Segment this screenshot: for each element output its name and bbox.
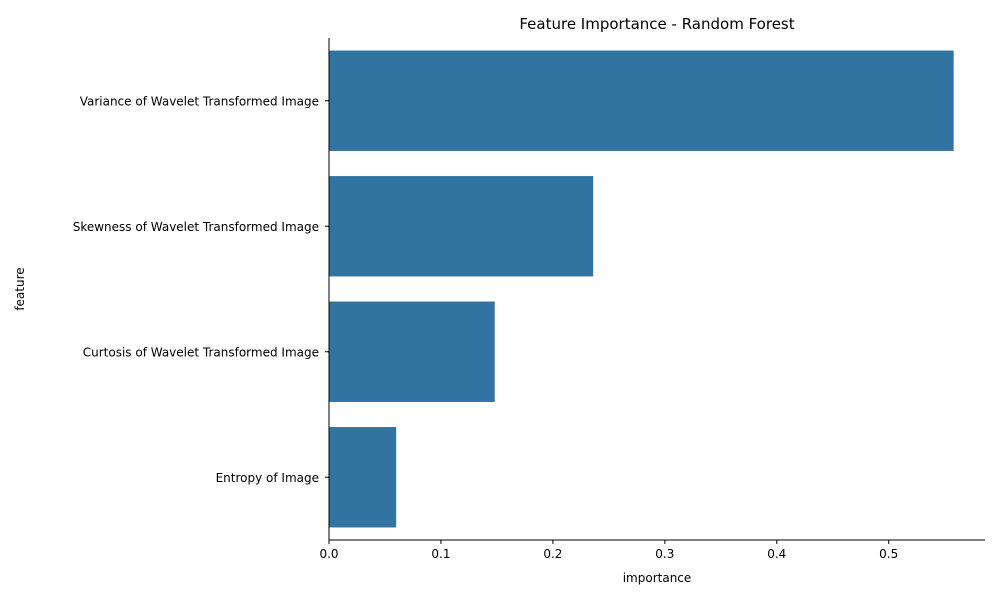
bar-0 [329, 50, 954, 151]
y-ticks-group: Variance of Wavelet Transformed Image Ske… [73, 94, 329, 485]
chart-title: Feature Importance - Random Forest [519, 15, 794, 33]
x-tick-label-2: 0.2 [543, 547, 562, 561]
x-tick-label-4: 0.4 [767, 547, 786, 561]
x-tick-label-5: 0.5 [879, 547, 898, 561]
y-tick-label-0: Variance of Wavelet Transformed Image [80, 94, 319, 108]
y-tick-label-1: Skewness of Wavelet Transformed Image [73, 220, 319, 234]
bar-2 [329, 301, 495, 402]
y-tick-label-2: Curtosis of Wavelet Transformed Image [83, 345, 319, 359]
bar-1 [329, 176, 594, 277]
x-ticks-group: 0.0 0.1 0.2 0.3 0.4 0.5 [319, 540, 898, 561]
x-tick-label-1: 0.1 [431, 547, 450, 561]
x-axis-label: importance [623, 571, 692, 585]
y-axis-label: feature [13, 267, 27, 310]
bars-group [329, 50, 954, 528]
bar-3 [329, 427, 397, 528]
x-tick-label-3: 0.3 [655, 547, 674, 561]
y-tick-label-3: Entropy of Image [216, 471, 319, 485]
x-tick-label-0: 0.0 [319, 547, 338, 561]
